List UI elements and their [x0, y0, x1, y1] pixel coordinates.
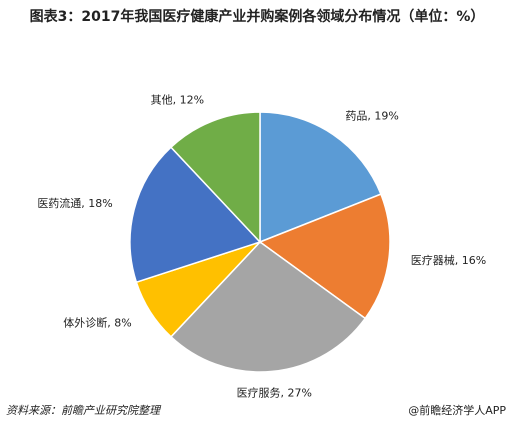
- pie-slice: [259, 111, 382, 244]
- pie-slice: [129, 146, 262, 284]
- data-label: 其他, 12%: [151, 94, 204, 107]
- pie-slice: [169, 111, 261, 244]
- credit: @前瞻经济学人APP: [408, 404, 506, 417]
- data-label: 医疗服务, 27%: [237, 385, 312, 399]
- source: 资料来源：前瞻产业研究院整理: [6, 404, 160, 417]
- pie-slice: [169, 241, 367, 373]
- data-label: 药品, 19%: [345, 109, 398, 122]
- data-label: 医药流通, 18%: [37, 196, 112, 210]
- data-label: 体外诊断, 8%: [63, 315, 131, 329]
- chart-title: 图表3：2017年我国医疗健康产业并购案例各领域分布情况（单位：%）: [29, 9, 485, 25]
- pie-slice: [258, 193, 391, 320]
- data-label: 医疗器械, 16%: [411, 253, 486, 267]
